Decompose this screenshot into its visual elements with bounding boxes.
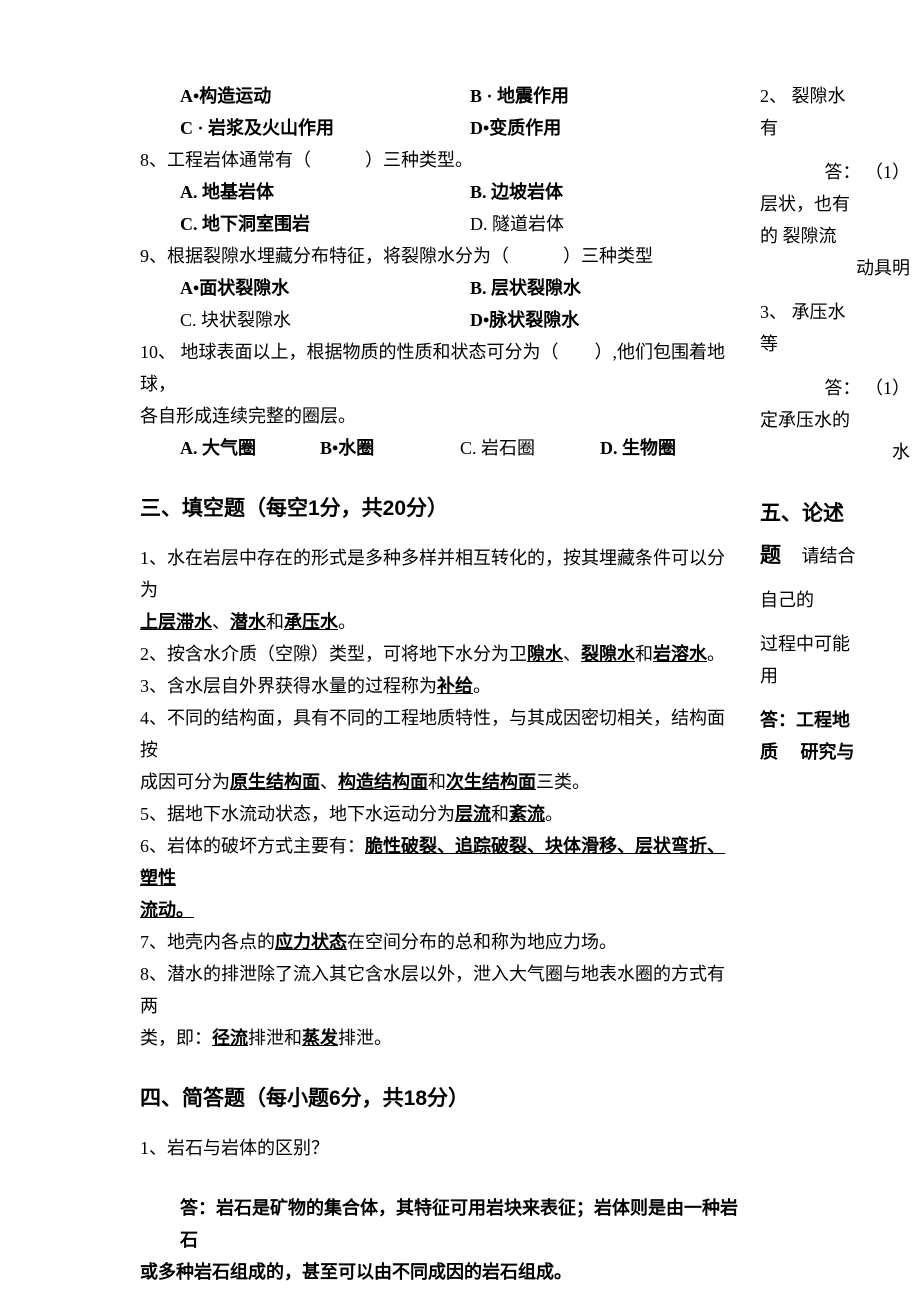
side-q2-b: 有 <box>760 112 910 144</box>
fill-4-line2: 成因可分为原生结构面、构造结构面和次生结构面三类。 <box>140 766 740 798</box>
side-sec5-h: 五、论述 <box>760 498 910 530</box>
side-q2-d: 层状，也有 <box>760 188 910 220</box>
q10-opts: A. 大气圈 B•水圈 C. 岩石圈 D. 生物圈 <box>180 432 740 464</box>
q10-opt-b: B•水圈 <box>320 432 460 464</box>
side-ans-a: 答：工程地 <box>760 704 910 736</box>
q10-stem1: 10、 地球表面以上，根据物质的性质和状态可分为（ ）,他们包围着地球， <box>140 336 740 400</box>
q9-stem: 9、根据裂隙水埋藏分布特征，将裂隙水分为（ ）三种类型 <box>140 240 740 272</box>
side-q3-d: 定承压水的 <box>760 404 910 436</box>
fill-8-line1: 8、潜水的排泄除了流入其它含水层以外，泄入大气圈与地表水圈的方式有两 <box>140 958 740 1022</box>
q9-opt-a: A•面状裂隙水 <box>180 272 470 304</box>
q7-opt-d: D•变质作用 <box>470 112 740 144</box>
q7-opt-a: A•构造运动 <box>180 80 470 112</box>
q8-stem: 8、工程岩体通常有（ ）三种类型。 <box>140 144 740 176</box>
q8-opt-c: C. 地下洞室围岩 <box>180 208 470 240</box>
q8-opt-a: A. 地基岩体 <box>180 176 470 208</box>
sec4-ans1-line1: 答：岩石是矿物的集合体，其特征可用岩块来表征；岩体则是由一种岩 石 <box>180 1192 740 1256</box>
fill-4-line1: 4、不同的结构面，具有不同的工程地质特性，与其成因密切相关，结构面按 <box>140 702 740 766</box>
side-q2-e: 的 裂隙流 <box>760 220 910 252</box>
q9-opt-b: B. 层状裂隙水 <box>470 272 740 304</box>
q9-opt-c: C. 块状裂隙水 <box>180 304 470 336</box>
q9-opt-d: D•脉状裂隙水 <box>470 304 740 336</box>
fill-5: 5、据地下水流动状态，地下水运动分为层流和紊流。 <box>140 798 740 830</box>
q7-row-ab: A•构造运动 B · 地震作用 <box>180 80 740 112</box>
section-3-heading: 三、填空题（每空1分，共20分） <box>140 492 740 522</box>
q8-opt-d: D. 隧道岩体 <box>470 208 740 240</box>
fill-1-u2: 潜水 <box>230 612 266 632</box>
q9-row-ab: A•面状裂隙水 B. 层状裂隙水 <box>180 272 740 304</box>
main-column: A•构造运动 B · 地震作用 C · 岩浆及火山作用 D•变质作用 8、工程岩… <box>140 80 740 1288</box>
side-q2: 2、 裂隙水 有 <box>760 80 910 144</box>
sec4-q1: 1、岩石与岩体的区别？ <box>140 1132 740 1164</box>
side-q3-b: 等 <box>760 328 910 360</box>
side-sec5-t3: 过程中可能 <box>760 628 910 660</box>
section-4-heading: 四、简答题（每小题6分，共18分） <box>140 1082 740 1112</box>
fill-4-u1: 原生结构面 <box>230 772 320 792</box>
fill-7: 7、地壳内各点的应力状态在空间分布的总和称为地应力场。 <box>140 926 740 958</box>
q7-opt-b: B · 地震作用 <box>470 80 740 112</box>
fill-1-u1: 上层滞水 <box>140 612 212 632</box>
side-q2-ans: 答： （1） 层状，也有 的 裂隙流 动具明 <box>760 156 910 284</box>
side-sec5-h2row: 题 请结合 <box>760 540 910 572</box>
q10-opt-a: A. 大气圈 <box>180 432 320 464</box>
side-q2-a: 2、 裂隙水 <box>760 80 910 112</box>
q10-opt-d: D. 生物圈 <box>600 432 740 464</box>
fill-5-u2: 紊流 <box>509 804 545 824</box>
side-q3: 3、 承压水 等 <box>760 296 910 360</box>
fill-2-u1: 隙水 <box>527 644 563 664</box>
side-sec5-t4: 用 <box>760 660 910 692</box>
fill-3-u1: 补给 <box>437 676 473 696</box>
side-q3-c: 答： （1） <box>760 372 910 404</box>
fill-8-u2: 蒸发 <box>302 1028 338 1048</box>
side-sec5-h1: 五、论述 <box>760 502 844 525</box>
q10-opt-c: C. 岩石圈 <box>460 432 600 464</box>
side-q3-a: 3、 承压水 <box>760 296 910 328</box>
side-ans-b: 质 研究与 <box>760 736 910 768</box>
side-sec5-t1: 请结合 <box>802 546 856 566</box>
fill-1-line1: 1、水在岩层中存在的形式是多种多样并相互转化的，按其埋藏条件可以分为 <box>140 542 740 606</box>
side-sec5-h2: 题 <box>760 544 781 567</box>
fill-4-u3: 次生结构面 <box>446 772 536 792</box>
fill-2: 2、按含水介质（空隙）类型，可将地下水分为卫隙水、裂隙水和岩溶水。 <box>140 638 740 670</box>
sec4-ans1-line2: 或多种岩石组成的，甚至可以由不同成因的岩石组成。 <box>140 1256 740 1288</box>
fill-4-u2: 构造结构面 <box>338 772 428 792</box>
fill-8-line2: 类，即：径流排泄和蒸发排泄。 <box>140 1022 740 1054</box>
fill-8-u1: 径流 <box>212 1028 248 1048</box>
fill-1-line2: 上层滞水、潜水和承压水。 <box>140 606 740 638</box>
fill-3: 3、含水层自外界获得水量的过程称为补给。 <box>140 670 740 702</box>
fill-6-u2: 流动。 <box>140 900 194 920</box>
q10-stem2: 各自形成连续完整的圈层。 <box>140 400 740 432</box>
side-sec5-t2: 自己的 <box>760 584 910 616</box>
fill-7-u1: 应力状态 <box>275 932 347 952</box>
side-column: 2、 裂隙水 有 答： （1） 层状，也有 的 裂隙流 动具明 3、 承压水 等… <box>760 80 910 768</box>
fill-6-line2: 流动。 <box>140 894 740 926</box>
fill-6-line1: 6、岩体的破坏方式主要有：脆性破裂、追踪破裂、块体滑移、层状弯折、塑性 <box>140 830 740 894</box>
q9-row-cd: C. 块状裂隙水 D•脉状裂隙水 <box>180 304 740 336</box>
q7-opt-c: C · 岩浆及火山作用 <box>180 112 470 144</box>
side-q2-f: 动具明 <box>760 252 910 284</box>
fill-2-u2: 裂隙水 <box>581 644 635 664</box>
fill-2-u3: 岩溶水 <box>653 644 707 664</box>
q8-row-ab: A. 地基岩体 B. 边坡岩体 <box>180 176 740 208</box>
q7-row-cd: C · 岩浆及火山作用 D•变质作用 <box>180 112 740 144</box>
q8-row-cd: C. 地下洞室围岩 D. 隧道岩体 <box>180 208 740 240</box>
fill-5-u1: 层流 <box>455 804 491 824</box>
q8-opt-b: B. 边坡岩体 <box>470 176 740 208</box>
side-q3-ans: 答： （1） 定承压水的 水 <box>760 372 910 468</box>
side-q3-e: 水 <box>760 436 910 468</box>
side-q2-c: 答： （1） <box>760 156 910 188</box>
fill-1-u3: 承压水 <box>284 612 338 632</box>
